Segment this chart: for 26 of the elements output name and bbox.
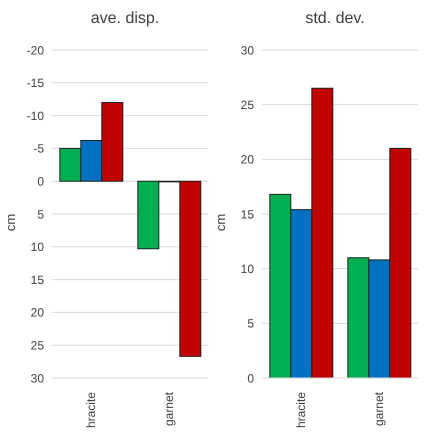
y-tick-label: 5 <box>37 207 44 222</box>
x-tick-label: garnet <box>162 391 176 426</box>
y-tick-label: -5 <box>33 142 44 156</box>
y-tick-label: 30 <box>240 43 254 58</box>
y-tick-label: 30 <box>30 371 44 386</box>
y-tick-label: 25 <box>240 98 254 112</box>
chart-title: ave. disp. <box>90 10 160 28</box>
y-tick-label: 25 <box>30 338 44 352</box>
y-tick-label: 0 <box>37 174 44 188</box>
y-tick-label: 10 <box>30 240 44 254</box>
y-tick-label: 20 <box>240 152 254 167</box>
y-tick-label: 20 <box>30 306 44 320</box>
chart-title: std. dev. <box>304 10 366 28</box>
y-tick-label: 10 <box>240 262 254 276</box>
x-tick-label: hracite <box>84 392 98 428</box>
y-axis-title: cm <box>213 214 228 232</box>
y-axis-title: cm <box>3 214 18 232</box>
x-tick-label: garnet <box>372 391 386 426</box>
y-tick-label: 0 <box>247 371 254 386</box>
y-tick-label: -10 <box>26 108 44 123</box>
x-tick-label: hracite <box>294 392 308 428</box>
y-tick-label: -20 <box>26 43 44 58</box>
y-tick-label: 15 <box>30 272 44 287</box>
y-tick-label: -15 <box>26 76 44 90</box>
y-tick-label: 15 <box>240 207 254 222</box>
y-tick-label: 5 <box>247 316 254 331</box>
